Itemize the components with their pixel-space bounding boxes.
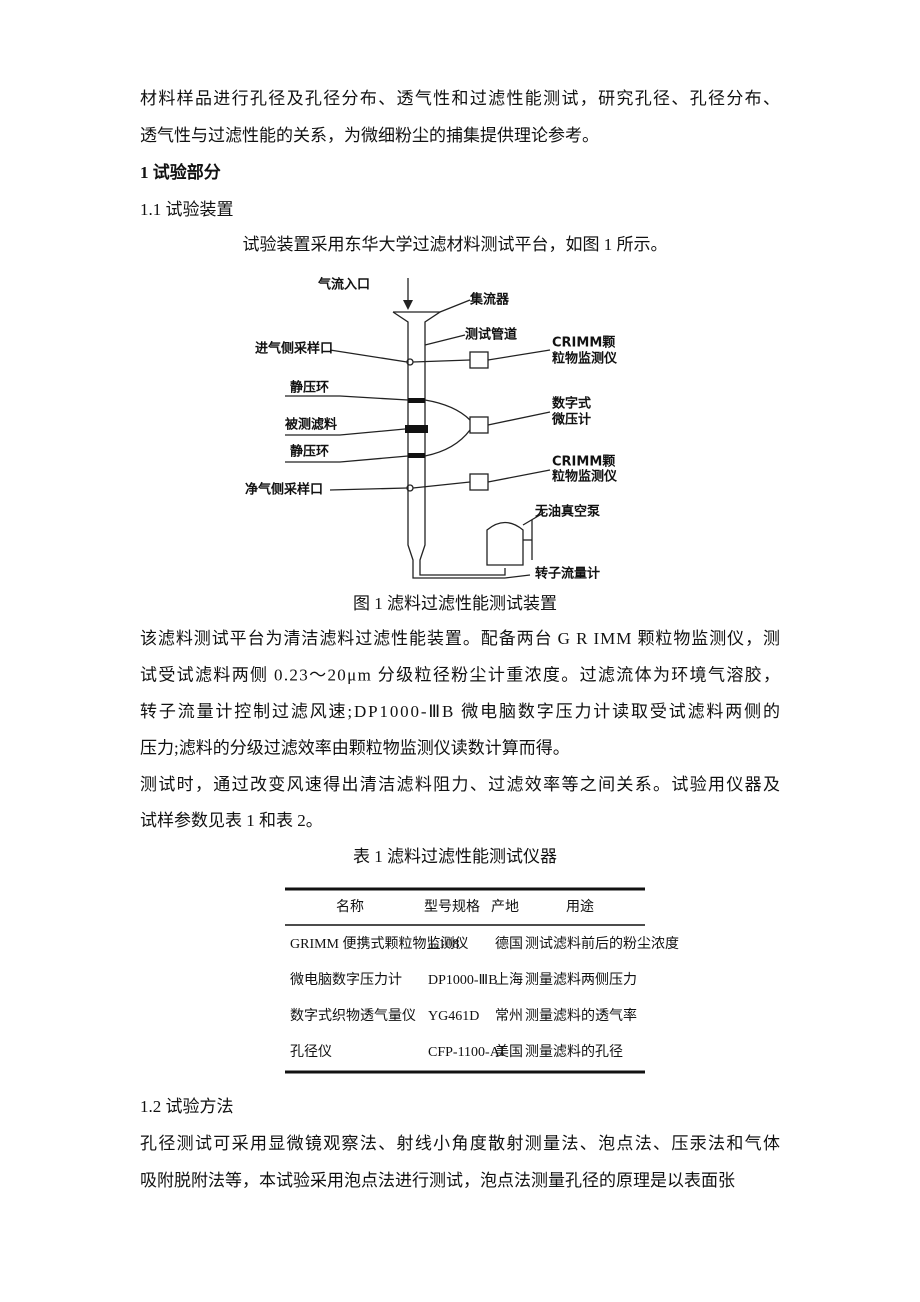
paragraph-line: 试受试滤料两侧 0.23～20μm 分级粒径粉尘计重浓度。过滤流体为环境气溶胶， [140,665,780,684]
figure-label: 无油真空泵 [534,504,600,520]
table-header: 产地 [491,899,519,915]
table-cell: 测试滤料前后的粉尘浓度 [525,935,679,952]
figure-caption: 图 1 滤料过滤性能测试装置 [353,594,557,613]
figure-drawing [285,278,551,579]
figure-label: CRIMM颗 [552,336,615,351]
table-cell: 测量滤料两侧压力 [525,972,637,988]
subsection-heading: 1.2 试验方法 [140,1097,234,1116]
subsection-heading: 1.1 试验装置 [140,200,234,219]
figure-label: 微压计 [551,412,591,428]
table-header: 用途 [566,898,594,915]
paragraph-line: 测试时，通过改变风速得出清洁滤料阻力、过滤效率等之间关系。试验用仪器及 [140,775,780,794]
figure-label: 被测滤料 [284,417,337,433]
table-cell: 测量滤料的透气率 [525,1007,637,1024]
paragraph-line: 转子流量计控制过滤风速;DP1000-ⅢB 微电脑数字压力计读取受试滤料两侧的 [140,702,780,721]
figure-label: 粒物监测仪 [552,469,618,485]
figure-label: CRIMM颗 [552,455,615,470]
paragraph-line: 试样参数见表 1 和表 2。 [140,811,323,830]
paragraph-line: 试验装置采用东华大学过滤材料测试平台，如图 1 所示。 [243,235,668,254]
table-cell: 上海 [495,972,523,988]
paragraph-line: 该滤料测试平台为清洁滤料过滤性能装置。配备两台 G R IMM 颗粒物监测仪，测 [140,629,780,648]
paragraph-line: 孔径测试可采用显微镜观察法、射线小角度散射测量法、泡点法、压汞法和气体 [140,1134,780,1153]
table-cell: DP1000-ⅢB [428,973,498,988]
table-rules [285,887,645,1074]
texts: 材料样品进行孔径及孔径分布、透气性和过滤性能测试，研究孔径、孔径分布、透气性与过… [140,89,780,1190]
table-cell: 常州 [495,1008,523,1024]
section-heading: 1 试验部分 [140,162,221,182]
table-cell: 1.108 [428,937,460,952]
table-cell: CFP-1100-AI [428,1045,505,1060]
figure-label: 气流入口 [318,277,370,293]
figure-label: 净气侧采样口 [245,482,323,498]
paragraph-line: 材料样品进行孔径及孔径分布、透气性和过滤性能测试，研究孔径、孔径分布、 [140,89,780,108]
figure-label: 集流器 [469,292,510,308]
figure-label: 数字式 [552,396,591,412]
figure-label: 进气侧采样口 [255,341,333,357]
figure-label: 测试管道 [465,327,517,343]
table-cell: GRIMM 便携式颗粒物监测仪 [290,936,469,952]
table-cell: 数字式织物透气量仪 [290,1008,416,1024]
figure-label: 静压环 [290,380,329,396]
table-cell: 美国 [495,1044,523,1060]
table-header: 名称 [336,899,364,915]
figure-label: 转子流量计 [535,566,600,582]
table-cell: 测量滤料的孔径 [525,1044,623,1060]
table-header: 型号规格 [424,899,480,915]
paragraph-line: 压力;滤料的分级过滤效率由颗粒物监测仪读数计算而得。 [140,738,570,757]
table-cell: 微电脑数字压力计 [290,972,402,988]
table-cell: YG461D [428,1009,479,1024]
table-cell: 孔径仪 [290,1044,332,1060]
figure-label: 粒物监测仪 [552,351,618,367]
table-caption: 表 1 滤料过滤性能测试仪器 [353,847,557,866]
paragraph-line: 吸附脱附法等，本试验采用泡点法进行测试，泡点法测量孔径的原理是以表面张 [140,1171,735,1190]
paragraph-line: 透气性与过滤性能的关系，为微细粉尘的捕集提供理论参考。 [140,126,599,145]
figure-label: 静压环 [290,444,329,460]
table-cell: 德国 [495,936,523,952]
